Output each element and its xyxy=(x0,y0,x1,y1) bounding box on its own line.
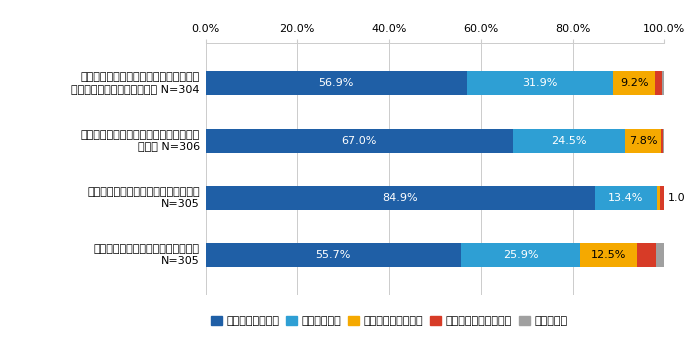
Bar xyxy=(656,243,664,267)
Bar xyxy=(657,186,660,210)
Bar xyxy=(661,129,663,153)
Text: 9.2%: 9.2% xyxy=(620,78,649,88)
Bar xyxy=(206,71,466,95)
Bar xyxy=(637,243,656,267)
Bar xyxy=(660,186,664,210)
Bar xyxy=(206,243,461,267)
Text: 31.9%: 31.9% xyxy=(522,78,558,88)
Text: 55.7%: 55.7% xyxy=(316,250,351,260)
Text: 13.4%: 13.4% xyxy=(608,193,644,203)
Text: 84.9%: 84.9% xyxy=(382,193,418,203)
Bar xyxy=(663,129,664,153)
Text: 56.9%: 56.9% xyxy=(319,78,353,88)
Legend: おおいにそう思う, ややそう思う, あまりそう思わない, まったくそう思わない, わからない: おおいにそう思う, ややそう思う, あまりそう思わない, まったくそう思わない,… xyxy=(211,316,567,326)
Bar xyxy=(613,71,656,95)
Bar xyxy=(513,129,625,153)
Text: 24.5%: 24.5% xyxy=(551,136,587,145)
Bar xyxy=(656,71,662,95)
Bar xyxy=(466,71,613,95)
Text: 67.0%: 67.0% xyxy=(342,136,377,145)
Bar xyxy=(662,71,664,95)
Text: 7.8%: 7.8% xyxy=(629,136,658,145)
Bar xyxy=(580,243,637,267)
Bar xyxy=(206,129,513,153)
Bar xyxy=(625,129,661,153)
Bar xyxy=(461,243,580,267)
Bar xyxy=(206,186,595,210)
Text: 12.5%: 12.5% xyxy=(591,250,626,260)
Text: 1.0%: 1.0% xyxy=(668,193,685,203)
Bar xyxy=(595,186,657,210)
Text: 25.9%: 25.9% xyxy=(503,250,538,260)
